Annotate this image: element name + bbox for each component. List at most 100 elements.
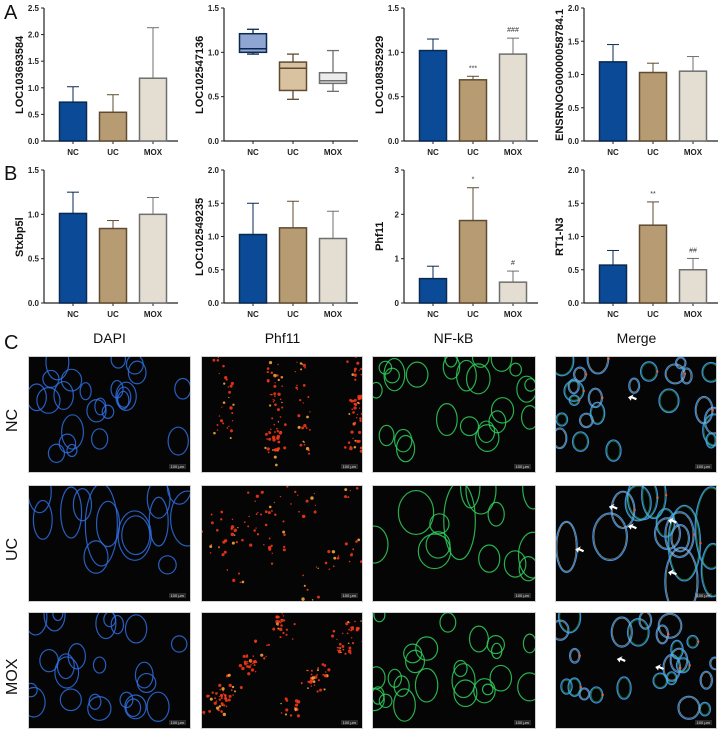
svg-text:MOX: MOX [684,148,703,157]
svg-text:**: ** [650,191,656,198]
svg-text:2: 2 [395,210,400,219]
y-axis-label: Stxbp5l [14,216,26,257]
svg-text:1.0: 1.0 [28,84,40,93]
svg-text:MOX: MOX [324,148,343,157]
svg-text:0.5: 0.5 [28,110,40,119]
scale-bar: 100 μm [340,593,358,598]
svg-text:*: * [472,177,475,184]
svg-text:MOX: MOX [324,310,343,319]
y-axis-label: LOC103693584 [14,35,26,114]
svg-text:UC: UC [647,310,659,319]
micrograph-nc-merge: 100 μm [555,356,717,473]
chart-loc108352929: 0.0 0.5 1.0 1.5 NC UC *** MOX ### LOC108352929 [360,0,540,160]
scale-bar: 100 μm [513,593,531,598]
svg-text:1.5: 1.5 [208,4,220,13]
micrograph-nc-phf11: 100 μm [201,356,363,473]
svg-text:3: 3 [395,166,400,175]
svg-text:2.0: 2.0 [568,4,580,13]
y-axis-label: ENSRNOG00000058784.1 [554,8,566,141]
svg-text:MOX: MOX [504,148,523,157]
svg-text:UC: UC [467,148,479,157]
y-axis-label: LOC102549235 [194,197,206,276]
svg-text:0.0: 0.0 [208,137,220,146]
svg-text:0: 0 [395,299,400,308]
svg-text:NC: NC [607,148,619,157]
row-header-nc: NC [4,408,21,432]
chart-loc103693584: 0.0 0.5 1.0 1.5 2.0 2.5 NC UC MOX LOC103693584 [0,0,180,160]
svg-text:#: # [511,260,515,267]
svg-text:0.0: 0.0 [568,299,580,308]
svg-text:1.0: 1.0 [208,233,220,242]
svg-text:###: ### [507,27,519,34]
micrograph-nc-nfkb: 100 μm [372,356,536,473]
chart-rt1-n3: 0.0 0.5 1.0 1.5 2.0 NC UC ** MOX ## RT1-N3 [540,162,719,322]
svg-text:1.5: 1.5 [568,37,580,46]
micrograph-mox-dapi: 100 μm [28,612,191,729]
micrograph-mox-nfkb: 100 μm [372,612,536,729]
micrograph-mox-merge: 100 μm [555,612,717,729]
y-axis-label: RT1-N3 [554,217,566,256]
svg-text:0.5: 0.5 [568,266,580,275]
svg-text:1.5: 1.5 [28,57,40,66]
scale-bar: 100 μm [513,464,531,469]
y-axis-label: LOC108352929 [374,35,386,114]
panel-label-a: A [4,2,18,24]
row-header-mox: MOX [4,658,21,695]
svg-text:0.5: 0.5 [568,104,580,113]
svg-text:MOX: MOX [504,310,523,319]
chart-loc102549235: 0.0 0.5 1.0 1.5 2.0 NC UC MOX LOC102549235 [180,162,360,322]
svg-text:1.5: 1.5 [208,199,220,208]
svg-text:2.0: 2.0 [208,166,220,175]
svg-text:0.0: 0.0 [388,137,400,146]
svg-text:0.5: 0.5 [28,255,40,264]
svg-text:NC: NC [427,148,439,157]
panel-label-c: C [4,332,19,354]
scale-bar: 100 μm [513,720,531,725]
svg-text:1.5: 1.5 [568,199,580,208]
svg-text:1.0: 1.0 [208,48,220,57]
column-header-merge: Merge [616,330,657,346]
y-axis-label: LOC102547136 [194,35,206,114]
svg-text:UC: UC [107,310,119,319]
column-header-phf11: Phf11 [264,330,301,346]
svg-text:UC: UC [287,310,299,319]
scale-bar: 100 μm [694,464,712,469]
svg-text:NC: NC [607,310,619,319]
svg-text:MOX: MOX [144,310,163,319]
svg-text:0.5: 0.5 [388,93,400,102]
svg-text:2.0: 2.0 [568,166,580,175]
svg-text:0.0: 0.0 [28,137,40,146]
scale-bar: 100 μm [694,593,712,598]
svg-text:1.0: 1.0 [388,48,400,57]
svg-text:UC: UC [647,148,659,157]
svg-text:NC: NC [67,310,79,319]
scale-bar: 100 μm [168,593,186,598]
micrograph-mox-phf11: 100 μm [201,612,363,729]
chart-phf11: 0 1 2 3 NC UC * MOX # Phf11 [360,162,540,322]
scale-bar: 100 μm [694,720,712,725]
svg-text:1.0: 1.0 [568,233,580,242]
svg-text:NC: NC [427,310,439,319]
column-header-dapi: DAPI [93,330,126,346]
micrograph-uc-phf11: 100 μm [201,485,363,602]
svg-text:***: *** [469,65,477,72]
svg-text:NC: NC [247,148,259,157]
svg-text:1.5: 1.5 [388,4,400,13]
column-header-nfkb: NF-kB [433,330,474,346]
svg-text:1: 1 [395,255,400,264]
scale-bar: 100 μm [340,720,358,725]
svg-text:NC: NC [67,148,79,157]
micrograph-uc-dapi: 100 μm [28,485,191,602]
micrograph-nc-dapi: 100 μm [28,356,191,473]
micrograph-uc-nfkb: 100 μm [372,485,536,602]
row-header-uc: UC [4,537,21,561]
svg-text:0.5: 0.5 [208,93,220,102]
svg-text:##: ## [689,247,697,254]
chart-loc102547136: 0.0 0.5 1.0 1.5 NC UC MOX LOC102547136 [180,0,360,160]
svg-text:0.5: 0.5 [208,266,220,275]
svg-text:MOX: MOX [684,310,703,319]
scale-bar: 100 μm [168,720,186,725]
svg-text:UC: UC [107,148,119,157]
svg-text:0.0: 0.0 [568,137,580,146]
svg-text:MOX: MOX [144,148,163,157]
